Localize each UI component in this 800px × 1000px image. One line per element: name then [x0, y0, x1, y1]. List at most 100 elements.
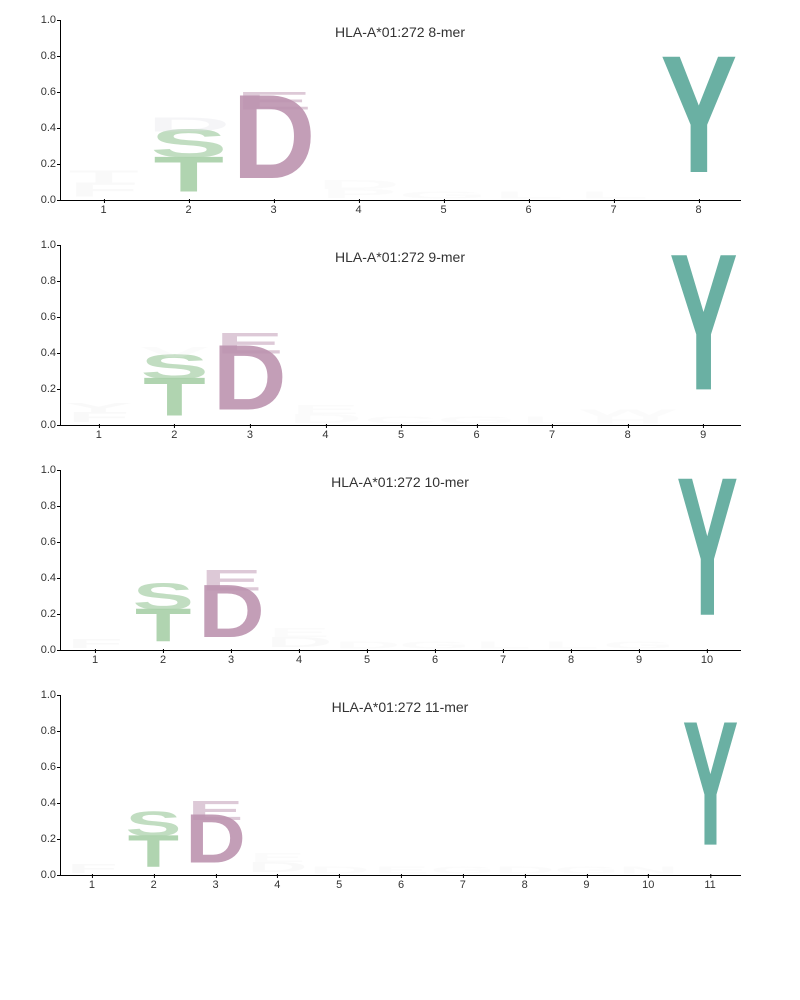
plot-area: 0.00.20.40.60.81.01234567891011FTSDEDEDE…	[60, 695, 741, 876]
logo-letter: D	[247, 871, 308, 875]
logo-position-stack: N	[617, 868, 679, 875]
logo-letter: L	[543, 648, 599, 650]
logo-letter: E	[235, 102, 312, 113]
x-tick-label: 1	[89, 879, 95, 891]
x-tick-label: 2	[185, 204, 191, 216]
logo-letter: S	[132, 590, 194, 615]
x-tick-label: 1	[100, 204, 106, 216]
x-axis: 123456789	[61, 425, 741, 445]
y-tick-label: 0.8	[21, 725, 56, 737]
y-tick-label: 0.2	[21, 158, 56, 170]
logo-letter: F	[67, 647, 123, 650]
logo-position-stack: TSD	[146, 121, 231, 200]
x-tick-label: 7	[500, 654, 506, 666]
logo-letter: E	[291, 413, 359, 416]
logo-position-stack: L	[537, 643, 605, 650]
logo-position-stack: DE	[231, 96, 316, 200]
y-tick-label: 0.6	[21, 761, 56, 773]
x-tick-label: 5	[364, 654, 370, 666]
logo-position-stack: DE	[246, 855, 308, 875]
logo-letter: L	[493, 198, 563, 200]
y-tick-label: 0.4	[21, 572, 56, 584]
logo-position-stack: TS	[129, 589, 197, 650]
plot-area: 0.00.20.40.60.81.0123456789FYTSVDEDECGLH…	[60, 245, 741, 426]
logo-position-stack: G	[556, 868, 618, 875]
logo-letter: D	[266, 646, 333, 650]
sequence-logo-figure: HLA-A*01:272 8-mer0.00.20.40.60.81.01234…	[20, 20, 780, 900]
x-axis: 12345678	[61, 200, 741, 220]
logo-position-stack: G	[605, 643, 673, 650]
logo-letter: F	[67, 421, 130, 425]
logo-letter: E	[268, 636, 330, 639]
y-tick-label: 1.0	[21, 689, 56, 701]
logo-position-stack: F	[61, 641, 129, 650]
logo-letter: D	[317, 188, 400, 191]
plot-area: 0.00.20.40.60.81.012345678FTTSDDEPDGLLY	[60, 20, 741, 201]
x-tick-label: 6	[525, 204, 531, 216]
logo-letter: P	[320, 197, 397, 200]
logo-letter: E	[216, 342, 284, 358]
x-tick-label: 3	[247, 429, 253, 441]
logo-letter: C	[364, 423, 438, 425]
logo-position-stack: G	[401, 643, 469, 650]
logo-letter: Y	[682, 308, 738, 875]
logo-letter: N	[618, 873, 679, 875]
logo-position-stack: DE	[265, 630, 333, 650]
logo-position-stack: F	[61, 866, 123, 875]
y-tick-label: 0.4	[21, 347, 56, 359]
logo-position-stack: DE	[197, 574, 265, 650]
logo-position-stack: TSV	[137, 349, 213, 425]
logo-panel: HLA-A*01:272 10-mer0.00.20.40.60.81.0123…	[20, 470, 780, 675]
x-tick-label: 1	[92, 654, 98, 666]
logo-position-stack: DE	[288, 407, 364, 425]
logo-position-stack: G	[432, 868, 494, 875]
y-axis: 0.00.20.40.60.81.0	[21, 470, 56, 650]
x-tick-label: 8	[568, 654, 574, 666]
logo-letter: F	[66, 872, 117, 875]
logo-letter: D	[334, 648, 401, 650]
logo-letter: D	[494, 873, 555, 875]
y-tick-label: 0.6	[21, 311, 56, 323]
logo-letter: G	[554, 873, 619, 875]
logo-panel: HLA-A*01:272 8-mer0.00.20.40.60.81.01234…	[20, 20, 780, 225]
logo-letter: G	[399, 648, 471, 650]
logo-position-stack: D	[333, 643, 401, 650]
logo-letter: E	[200, 580, 262, 596]
logo-position-stack: DE	[212, 337, 288, 425]
logo-letter: F	[68, 193, 138, 200]
logo-position-stack: TS	[123, 817, 185, 875]
logo-panel: HLA-A*01:272 11-mer0.00.20.40.60.81.0123…	[20, 695, 780, 900]
logo-letter: L	[578, 198, 648, 200]
logo-position-stack: G	[439, 418, 515, 425]
logo-position-stack: G	[401, 193, 486, 200]
logo-letter: D	[309, 873, 370, 875]
y-tick-label: 0.2	[21, 833, 56, 845]
logo-position-stack: FY	[61, 405, 137, 425]
x-tick-label: 2	[171, 429, 177, 441]
logo-panel: HLA-A*01:272 9-mer0.00.20.40.60.81.01234…	[20, 245, 780, 450]
logo-letter: G	[430, 873, 495, 875]
x-tick-label: 4	[322, 429, 328, 441]
y-tick-label: 0.0	[21, 644, 56, 656]
x-tick-label: 4	[274, 879, 280, 891]
logo-position-stack: DE	[185, 805, 247, 875]
y-tick-label: 0.0	[21, 419, 56, 431]
x-tick-label: 2	[151, 879, 157, 891]
logo-position-stack: L	[514, 418, 590, 425]
logo-letter: G	[603, 648, 675, 650]
x-tick-label: 6	[473, 429, 479, 441]
y-axis: 0.00.20.40.60.81.0	[21, 20, 56, 200]
y-tick-label: 0.0	[21, 194, 56, 206]
y-tick-label: 0.2	[21, 383, 56, 395]
x-tick-label: 7	[549, 429, 555, 441]
x-tick-label: 7	[460, 879, 466, 891]
logo-position-stack: D	[494, 868, 556, 875]
y-tick-label: 1.0	[21, 464, 56, 476]
y-tick-label: 0.8	[21, 275, 56, 287]
logo-letter: S	[150, 135, 227, 164]
x-tick-label: 4	[355, 204, 361, 216]
y-tick-label: 1.0	[21, 239, 56, 251]
y-tick-label: 0.6	[21, 86, 56, 98]
y-tick-label: 0.8	[21, 50, 56, 62]
logo-position-stack: E	[370, 868, 432, 875]
